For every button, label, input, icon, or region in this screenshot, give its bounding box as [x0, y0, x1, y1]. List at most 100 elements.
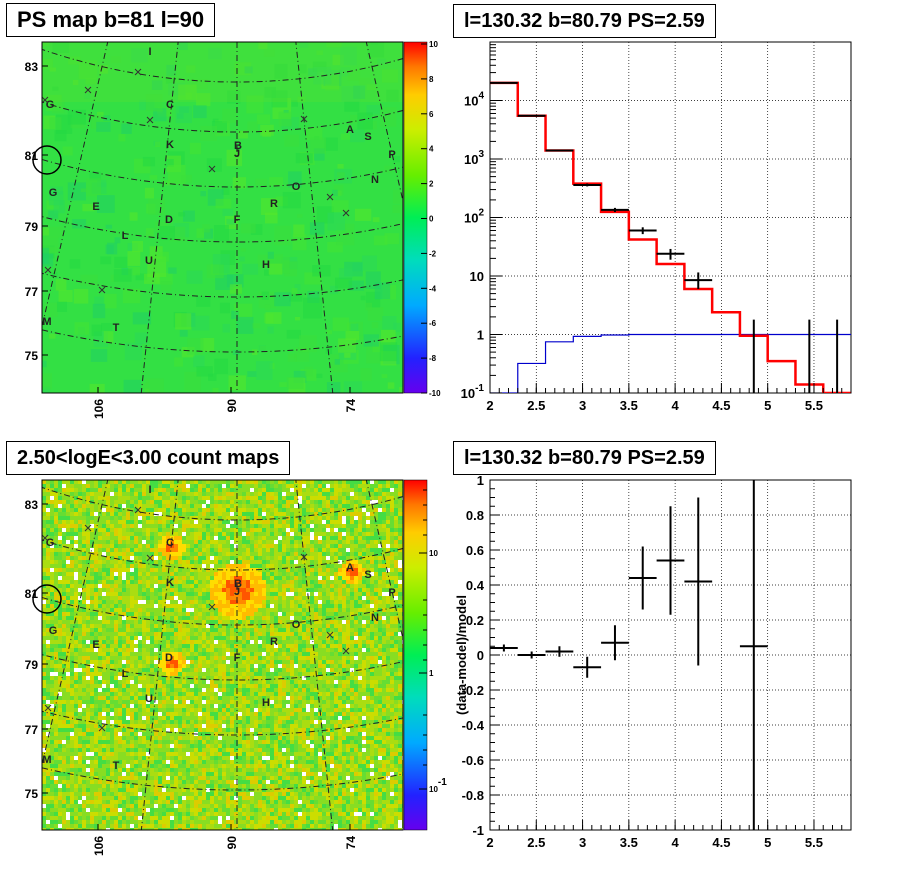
colorbar-tick-label: 10-1 [429, 777, 447, 794]
colorbar-tick-label: -6 [429, 319, 437, 328]
spectrum-data-point [601, 207, 629, 213]
colorbar-tick-label: 1 [429, 669, 434, 678]
residual-data-point [684, 497, 713, 666]
lat-tick-label: 75 [25, 349, 39, 363]
y-tick-label: -0.4 [462, 718, 485, 733]
spectrum-data-point [656, 248, 685, 260]
count-map-source-labels: I C K BJ AS P N O R F D E G L U H M T G [41, 484, 396, 772]
source-label-T: T [113, 322, 120, 334]
source-label-O: O [292, 181, 301, 193]
source-label-G: G [46, 99, 55, 111]
longitude-line [295, 42, 334, 393]
count-map-colorbar [403, 479, 428, 831]
y-tick-label: 10 [470, 269, 484, 284]
source-marker [342, 209, 350, 217]
residual-data-point [601, 625, 629, 661]
source-label-S: S [364, 569, 371, 581]
lat-tick-label: 79 [25, 220, 39, 234]
source-label-P: P [388, 587, 395, 599]
ps-map-axes: 83 81 79 77 75 106 90 74 [25, 60, 358, 419]
source-label-L: L [122, 668, 129, 680]
source-label-L: L [122, 230, 129, 242]
lon-tick-label: 106 [92, 836, 106, 856]
lat-tick-label: 83 [25, 60, 39, 74]
source-label-U: U [145, 255, 153, 267]
source-label-A: A [346, 124, 354, 136]
x-tick-label: 3 [579, 835, 586, 850]
lat-tick-label: 79 [25, 658, 39, 672]
y-tick-label: -0.6 [462, 753, 484, 768]
source-label-K: K [166, 139, 174, 151]
y-tick-label: 0.8 [466, 508, 484, 523]
x-tick-label: 5.5 [805, 398, 823, 413]
colorbar-tick-label: 10 [429, 40, 438, 49]
x-tick-label: 4.5 [712, 835, 730, 850]
residuals-title: l=130.32 b=80.79 PS=2.59 [453, 441, 716, 475]
x-tick-label: 3 [579, 398, 586, 413]
y-tick-label: 0.6 [466, 543, 484, 558]
source-marker [326, 193, 334, 201]
colorbar-tick-label: 10 [429, 549, 438, 558]
x-tick-label: 4 [672, 398, 680, 413]
residuals-y-label: (data-model)/model [454, 595, 469, 715]
ps-map-colorbar [403, 41, 428, 394]
spectrum-data-point [517, 114, 546, 117]
spectrum-title: l=130.32 b=80.79 PS=2.59 [453, 4, 716, 38]
y-tick-label: 1 [477, 473, 484, 488]
source-marker [208, 165, 216, 173]
ps-map-title: PS map b=81 l=90 [6, 3, 216, 37]
longitude-line [140, 480, 179, 830]
x-tick-label: 2.5 [527, 835, 545, 850]
residual-data-point [739, 480, 768, 830]
y-tick-label: 103 [464, 149, 484, 167]
residual-data-point [628, 546, 657, 610]
lat-tick-label: 83 [25, 498, 39, 512]
colorbar-tick-label: 4 [429, 145, 434, 154]
source-marker [326, 631, 334, 639]
y-tick-label: 104 [464, 91, 484, 109]
colorbar-tick-label: -2 [429, 249, 437, 258]
source-label-T: T [113, 760, 120, 772]
x-tick-label: 4 [672, 835, 680, 850]
source-marker [134, 68, 142, 76]
y-tick-label: 0.4 [466, 578, 485, 593]
count-map-title: 2.50<logE<3.00 count maps [6, 441, 291, 475]
source-marker [342, 647, 350, 655]
source-label-K: K [166, 577, 174, 589]
colorbar-tick-label: -4 [429, 284, 437, 293]
spectrum-data-point [573, 183, 602, 187]
ps-map-source-labels: I C K BJ AS P N O R F D E G L U H M T G [41, 46, 396, 334]
residuals-grid [490, 480, 851, 830]
source-label-D: D [165, 214, 173, 226]
ps-map-colorbar-ticks: 10 8 6 4 2 0 -2 -4 -6 -8 -10 [421, 40, 441, 398]
lon-tick-label: 90 [225, 399, 239, 413]
source-label-N: N [371, 612, 379, 624]
x-tick-label: 3.5 [620, 835, 638, 850]
ps-map-texture [42, 42, 403, 393]
y-tick-label: 102 [464, 208, 484, 226]
source-label-M: M [42, 316, 51, 328]
x-tick-label: 5 [764, 835, 771, 850]
source-label-C: C [166, 537, 174, 549]
source-label-R: R [270, 636, 278, 648]
source-label-E: E [92, 639, 99, 651]
source-label-A: A [346, 562, 354, 574]
latitude-line [42, 767, 403, 791]
spectrum-data-point [628, 227, 657, 235]
lat-tick-label: 75 [25, 787, 39, 801]
x-tick-label: 2.5 [527, 398, 545, 413]
source-marker [44, 266, 52, 274]
target-circle [32, 145, 62, 175]
source-label-G: G [49, 625, 58, 637]
longitude-line [42, 480, 109, 767]
source-label-M: M [42, 754, 51, 766]
longitude-line [140, 42, 179, 393]
source-label-G: G [46, 537, 55, 549]
spectrum-data-point [684, 272, 713, 289]
lon-tick-label: 74 [344, 399, 358, 413]
latitude-line [42, 329, 403, 353]
